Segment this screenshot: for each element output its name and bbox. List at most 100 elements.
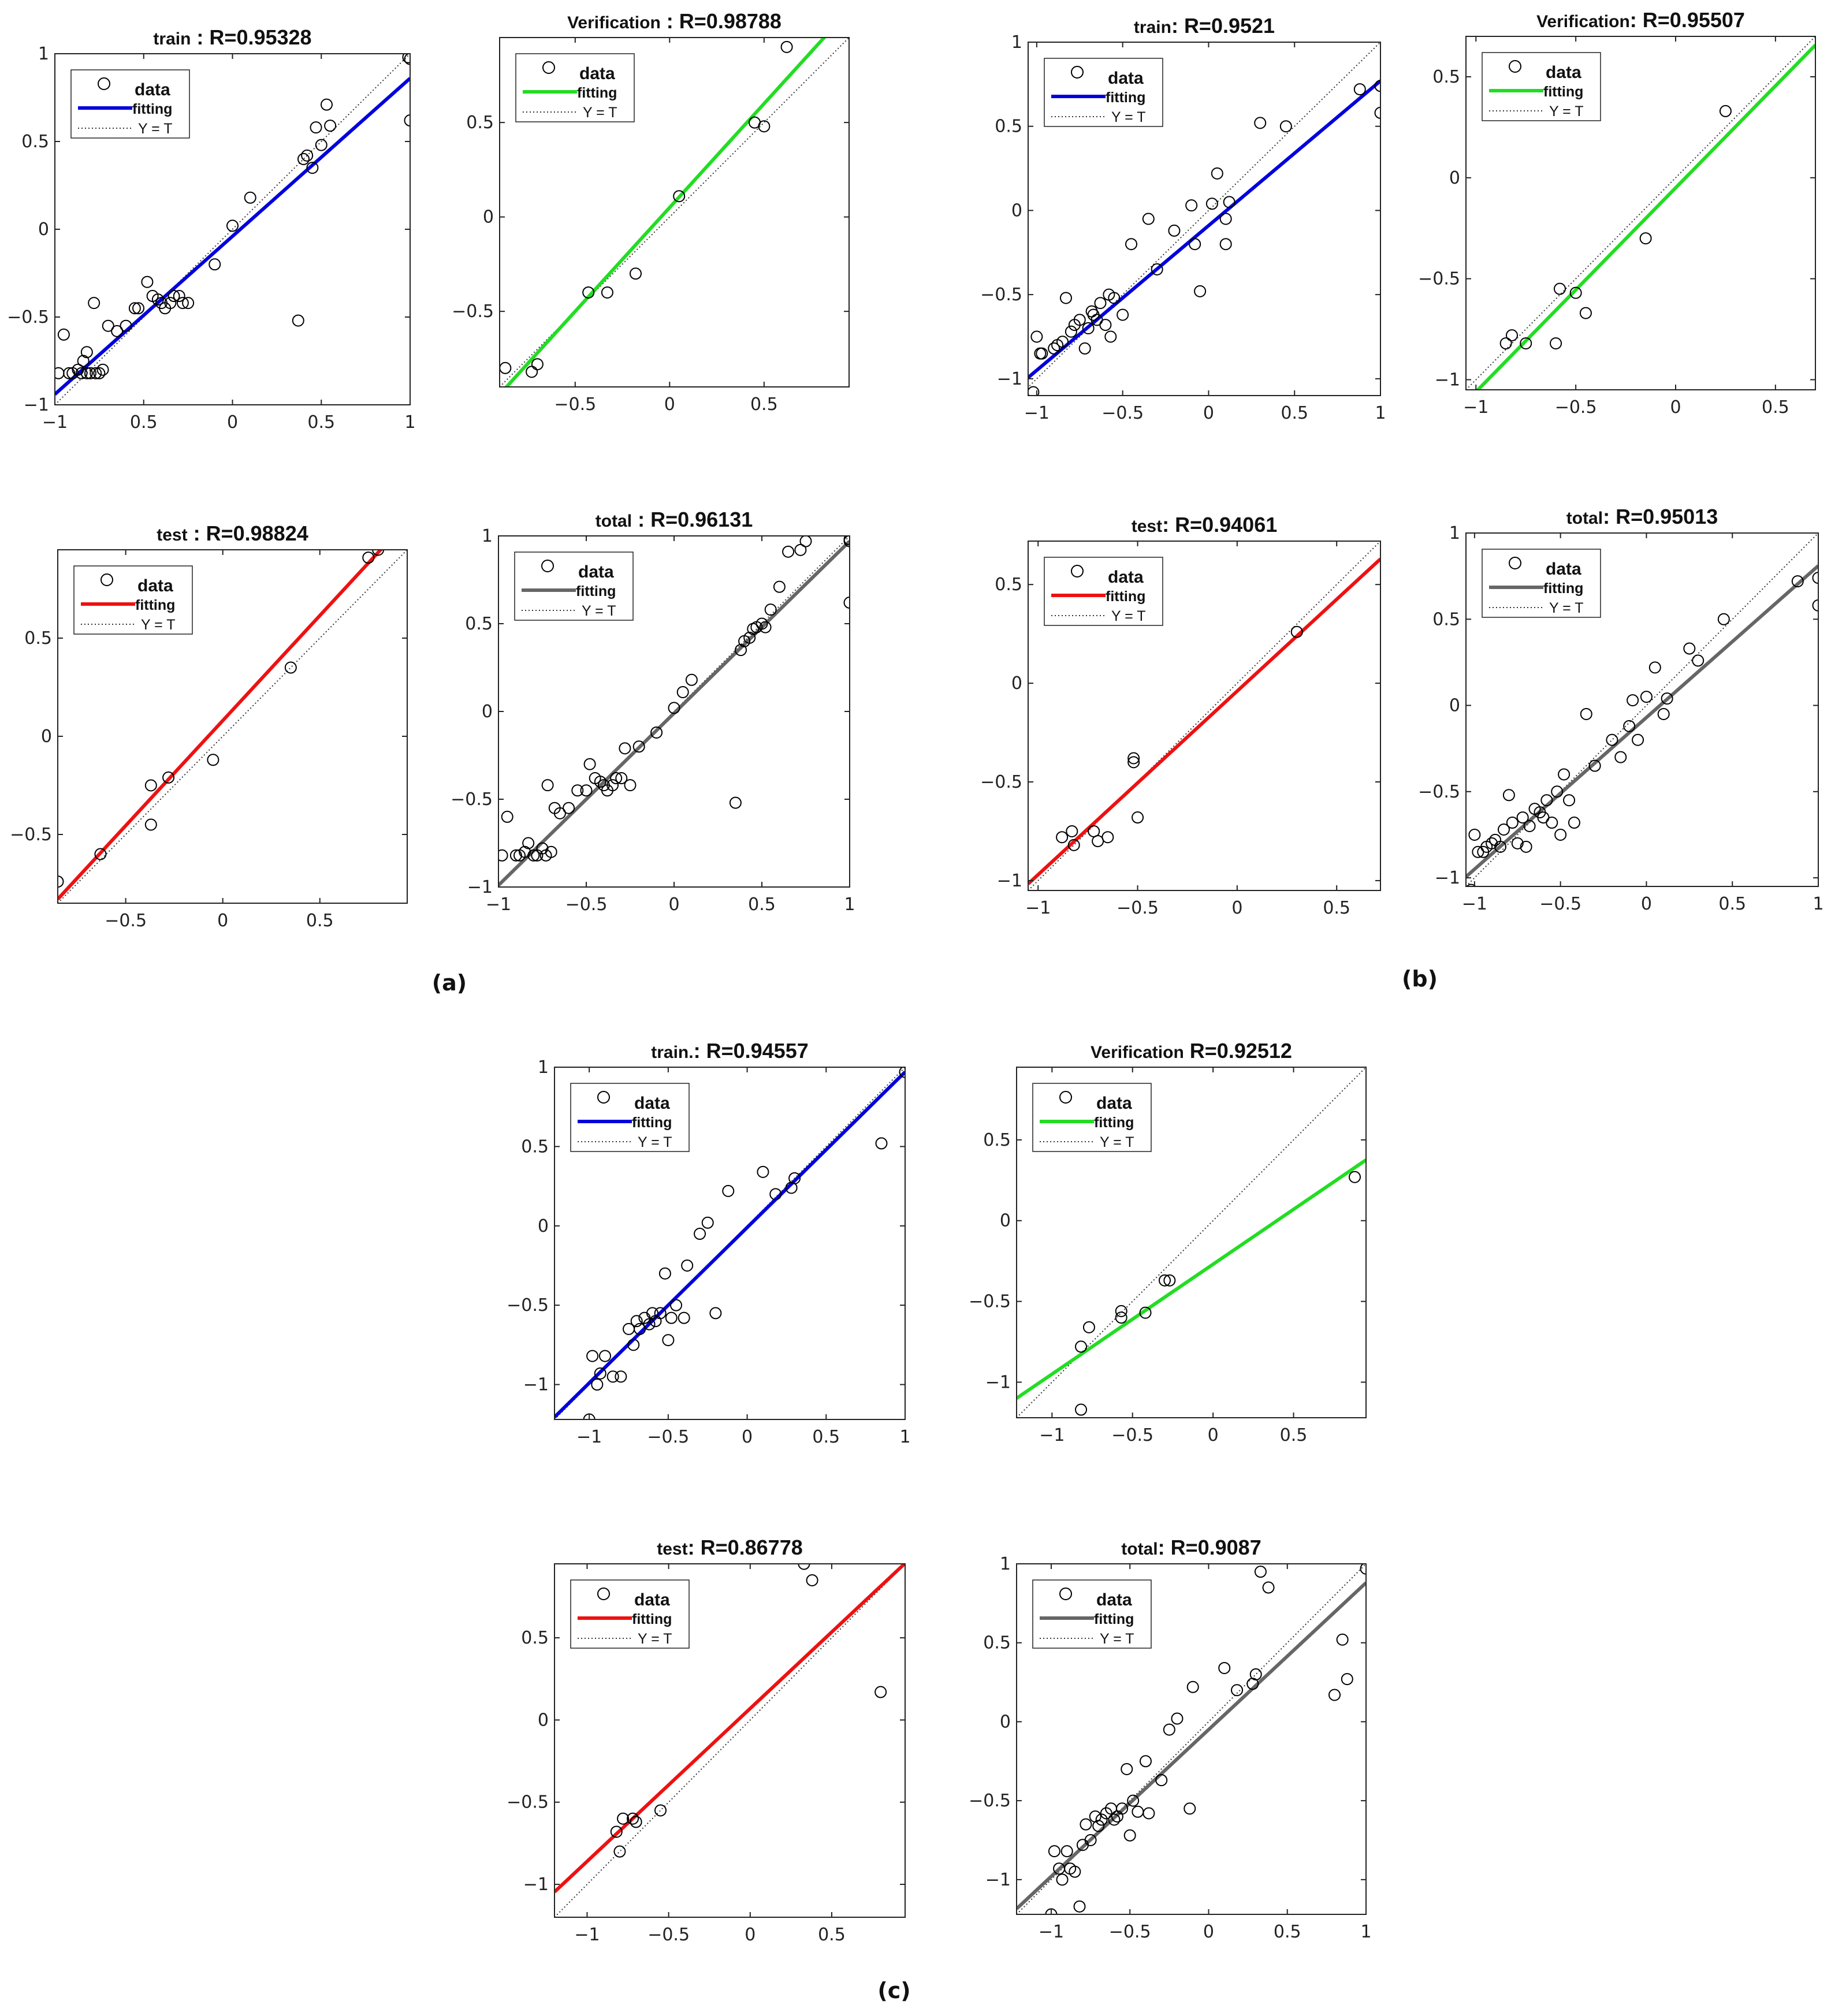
data-point bbox=[1648, 661, 1661, 674]
data-point bbox=[1084, 1834, 1097, 1846]
data-point bbox=[1336, 1633, 1349, 1646]
y-tick-label: 0 bbox=[1011, 200, 1022, 221]
data-point bbox=[120, 319, 132, 332]
plot-title-r-value: R=0.9521 bbox=[1184, 14, 1275, 38]
y-tick-label: −0.5 bbox=[1418, 269, 1460, 289]
legend-box bbox=[570, 1579, 690, 1649]
legend-fitting-label: fitting bbox=[632, 1115, 672, 1131]
legend-fitting-label: fitting bbox=[1106, 90, 1145, 106]
reference-line-y-equals-t bbox=[1028, 541, 1380, 890]
data-point bbox=[372, 550, 385, 556]
data-point bbox=[207, 754, 219, 766]
plot-6: Verification: R=0.95507 −1 −0.5 0 0.5 −1 −0.5 0… bbox=[1418, 8, 1816, 418]
x-tick-label: 0 bbox=[1203, 403, 1214, 423]
fitting-line bbox=[1017, 1158, 1366, 1400]
y-tick-label: 1 bbox=[1011, 32, 1022, 53]
legend-box bbox=[514, 551, 634, 621]
data-point bbox=[1692, 654, 1705, 667]
data-point bbox=[1115, 1311, 1127, 1324]
plot-9: train.: R=0.94557−1 −0.5 0 0.5 1−1−0.500.51d… bbox=[507, 1039, 910, 1447]
data-point bbox=[1185, 199, 1198, 212]
data-point bbox=[1719, 105, 1732, 117]
plot-title-set: Verification bbox=[567, 13, 661, 32]
data-point bbox=[654, 1804, 667, 1817]
legend-box bbox=[570, 1083, 690, 1152]
data-point bbox=[654, 1307, 667, 1320]
legend-data-marker bbox=[98, 77, 110, 90]
data-point bbox=[1632, 733, 1644, 746]
data-point bbox=[685, 673, 698, 686]
plot-title-r-value: R=0.96131 bbox=[650, 508, 753, 531]
plot-title: total: R=0.95013 bbox=[1566, 505, 1718, 528]
y-tick-label: −0.5 bbox=[7, 307, 49, 327]
y-tick-label: −0.5 bbox=[10, 825, 52, 845]
y-tick-label: −1 bbox=[997, 369, 1022, 389]
axes-frame bbox=[1016, 1563, 1367, 1915]
data-point bbox=[1579, 307, 1592, 319]
plot-1: train : R=0.95328 −1 0.5 0 0.5 1 −1 −0.5 0 0.5 1 da… bbox=[7, 25, 415, 433]
data-point bbox=[1139, 1306, 1152, 1319]
x-tick-label: −0.5 bbox=[1117, 898, 1159, 918]
data-point bbox=[1189, 238, 1201, 251]
plot-5: train: R=0.9521 −1 −0.5 0 0.5 1 −1 −0.5 0 0.5 1 dat… bbox=[980, 14, 1386, 423]
data-point bbox=[1218, 1661, 1231, 1674]
data-point bbox=[681, 1259, 694, 1272]
y-tick-label: 0.5 bbox=[466, 113, 494, 133]
legend: data fitting Y = T bbox=[570, 1579, 690, 1649]
legend-fitting-label: fitting bbox=[1094, 1611, 1134, 1627]
data-point bbox=[536, 842, 549, 855]
plot-title: Verification: R=0.95507 bbox=[1536, 8, 1745, 32]
data-point bbox=[553, 807, 566, 819]
data-point bbox=[402, 54, 410, 64]
data-point bbox=[168, 290, 180, 303]
data-point bbox=[1468, 828, 1481, 841]
y-tick-label: −0.5 bbox=[980, 772, 1022, 792]
data-point bbox=[1078, 342, 1091, 355]
data-point bbox=[1104, 330, 1117, 343]
legend-reference-label: Y = T bbox=[1549, 103, 1584, 120]
data-point bbox=[102, 319, 114, 332]
legend-data-marker bbox=[101, 573, 113, 586]
data-point bbox=[1073, 1900, 1086, 1913]
data-point bbox=[80, 346, 93, 359]
x-tick-label: −0.5 bbox=[647, 1427, 689, 1447]
data-point bbox=[758, 120, 771, 133]
data-point bbox=[583, 1413, 596, 1419]
x-tick-label: 0.5 bbox=[306, 911, 334, 931]
data-point bbox=[173, 290, 185, 303]
data-point bbox=[1073, 314, 1086, 326]
data-point bbox=[1486, 837, 1498, 849]
legend-data-label: data bbox=[579, 64, 615, 83]
plot-area bbox=[498, 536, 850, 887]
data-point bbox=[182, 297, 195, 310]
data-point bbox=[1553, 282, 1566, 295]
data-point bbox=[1059, 292, 1072, 304]
data-point bbox=[301, 149, 314, 162]
data-point bbox=[1139, 1755, 1152, 1768]
plot-title-sep: : bbox=[661, 9, 679, 33]
data-point bbox=[1048, 1845, 1060, 1858]
legend-box bbox=[73, 565, 193, 635]
plot-title: train: R=0.9521 bbox=[1134, 14, 1275, 38]
reference-line-y-equals-t bbox=[1028, 42, 1380, 388]
legend-box bbox=[1044, 58, 1163, 127]
data-point bbox=[773, 580, 786, 593]
data-point bbox=[624, 779, 637, 792]
data-point bbox=[598, 1350, 611, 1362]
plot-11: test: R=0.86778 −1 −0.5 0 0.5 −1 −0.5 0 0.5 data f… bbox=[507, 1536, 906, 1945]
plot-4: total : R=0.96131 −1 −0.5 0 0.5 1 −1 −0.5 0 0.5 1 d… bbox=[451, 508, 855, 915]
data-point bbox=[701, 1216, 714, 1229]
data-point bbox=[1657, 707, 1670, 720]
legend-fitting-label: fitting bbox=[1543, 84, 1583, 100]
data-point bbox=[1123, 1829, 1136, 1842]
fitting-line bbox=[1475, 43, 1815, 390]
data-point bbox=[1580, 707, 1592, 720]
data-point bbox=[324, 120, 337, 132]
y-tick-label: 0 bbox=[1000, 1211, 1011, 1231]
reference-line-y-equals-t bbox=[1017, 1067, 1366, 1418]
y-tick-label: 0.5 bbox=[21, 132, 49, 152]
data-point bbox=[594, 1367, 606, 1380]
legend-reference-label: Y = T bbox=[582, 603, 616, 619]
plot-title: total : R=0.96131 bbox=[596, 508, 753, 531]
legend: data fitting Y = T bbox=[1482, 52, 1601, 121]
